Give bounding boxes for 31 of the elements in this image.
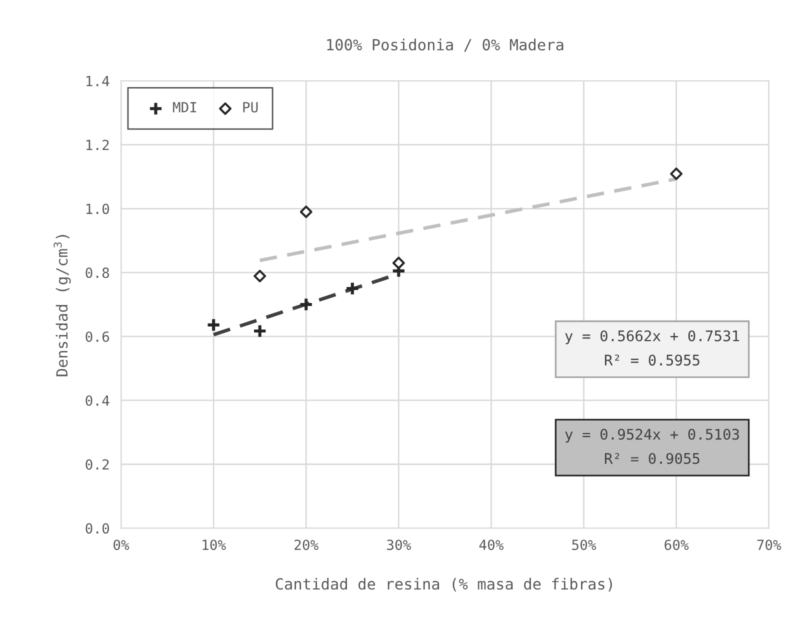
annotation: y = 0.9524x + 0.5103 R² = 0.9055	[565, 428, 739, 464]
y-tick-label: 0.0	[86, 523, 110, 534]
y-tick-label: 1.0	[86, 204, 110, 214]
x-tick-label: 70%	[757, 540, 782, 550]
x-tick-label: 0%	[114, 540, 130, 550]
point	[254, 270, 266, 282]
x-tick-label: 60%	[664, 540, 689, 550]
point	[300, 206, 312, 218]
point	[206, 318, 221, 332]
legend-label: MDI	[172, 102, 196, 112]
annotation: y = 0.5662x + 0.7531 R² = 0.5955	[565, 330, 740, 366]
y-tick-label: 0.8	[86, 268, 110, 278]
x-tick-label: 30%	[387, 540, 411, 550]
point	[670, 168, 683, 180]
y-tick-label: 1.2	[86, 140, 109, 150]
legend-label: PU	[243, 102, 258, 112]
point	[345, 281, 360, 296]
x-tick-label: 50%	[572, 540, 596, 550]
chart-title: 100% Posidonia / 0% Madera	[327, 38, 564, 52]
point	[252, 324, 268, 338]
y-tick-label: 0.6	[86, 331, 110, 342]
y-tick-label: 0.2	[86, 459, 109, 470]
point	[298, 297, 314, 312]
x-tick-label: 40%	[479, 540, 504, 550]
y-tick-label: 1.4	[86, 76, 110, 86]
point	[392, 256, 405, 270]
x-tick-label: 20%	[294, 540, 318, 550]
y-tick-label: 0.4	[86, 395, 110, 406]
x-axis-title: Cantidad de resina (% masa de fibras)	[276, 578, 612, 592]
y-axis-title: Densidad (g/cm$^{3}$)	[54, 235, 71, 376]
x-tick-label: 10%	[202, 540, 226, 550]
